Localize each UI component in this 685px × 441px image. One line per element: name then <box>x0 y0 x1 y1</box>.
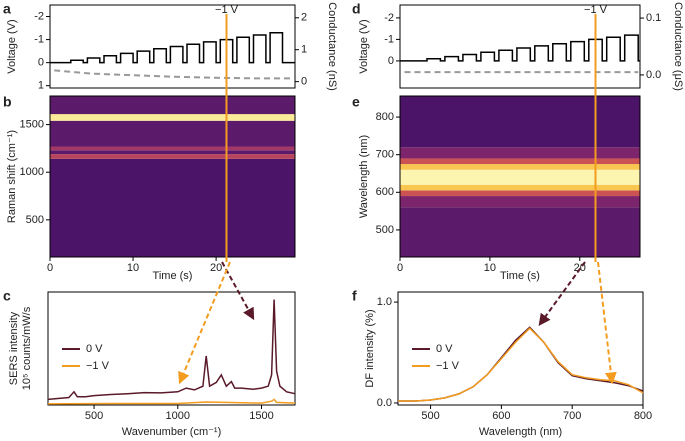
x-tick-label: 800 <box>634 410 652 422</box>
series-line <box>47 398 296 405</box>
heatmap-cell <box>50 154 295 159</box>
y-tick-label: 1000 <box>20 166 44 178</box>
series-line <box>50 31 295 64</box>
series-line <box>398 327 644 402</box>
y-tick-label: -2 <box>34 10 44 22</box>
series-line <box>400 34 640 62</box>
x-axis-label: Time (s) <box>153 270 193 282</box>
y-tick-label: -1 <box>34 33 44 45</box>
plot-frame <box>49 95 296 258</box>
heatmap-cell <box>400 169 640 185</box>
y-tick-label: 500 <box>376 224 394 236</box>
heatmap-cell <box>50 120 295 147</box>
panel: a -2 -1 0 1 0 1 2 Voltage (V) Conductance (nS) −1 … <box>3 1 338 92</box>
overlay <box>178 14 617 385</box>
panel-label: b <box>3 94 12 110</box>
plot-frame <box>397 291 644 406</box>
legend-label: 0 V <box>86 343 103 355</box>
y-axis-label: Raman shift (cm⁻¹) <box>6 130 18 223</box>
y2-tick-label: 0.1 <box>646 12 661 24</box>
plot-frame <box>399 4 641 89</box>
arrow <box>597 261 617 385</box>
x-axis-label: Wavelength (nm) <box>479 426 562 438</box>
x-tick-label: 1500 <box>249 410 273 422</box>
panel-label: c <box>3 288 11 304</box>
heatmap-cell <box>400 196 640 208</box>
panel: b 500 1000 1500 0 10 20 Raman shift (cm⁻¹) Time … <box>3 94 296 282</box>
y2-tick-label: 1 <box>301 44 307 56</box>
y-tick-label: 0 <box>388 55 394 67</box>
y-axis-label: DF intensity (%) <box>364 309 376 387</box>
heatmap-cell <box>50 114 295 121</box>
x-tick-label: 20 <box>210 262 222 274</box>
panel-label: f <box>352 288 357 304</box>
plot-frame <box>399 95 641 258</box>
y2-axis-label: Conductance (μS) <box>672 2 684 91</box>
y-tick-label: 500 <box>26 214 44 226</box>
y-axis-label: Wavelength (nm) <box>358 135 370 218</box>
heatmap-cell <box>50 96 295 115</box>
x-tick-label: 0 <box>397 262 403 274</box>
x-axis-label: Time (s) <box>500 270 540 282</box>
heatmap-cell <box>400 184 640 191</box>
y-axis-label: Voltage (V) <box>6 19 18 73</box>
arrow <box>178 261 231 385</box>
y-tick-label: 800 <box>376 111 394 123</box>
x-axis-label: Wavenumber (cm⁻¹) <box>122 426 222 438</box>
heatmap-cell <box>50 150 295 155</box>
x-tick-label: 10 <box>484 262 496 274</box>
y-tick-label: 1.0 <box>377 296 392 308</box>
x-tick-label: 500 <box>85 410 103 422</box>
y-tick-label: 600 <box>376 186 394 198</box>
panel: f 0.0 1.0 500 600 700 800 DF intensity (%) Wavel… <box>352 288 652 438</box>
y-tick-label: 700 <box>376 149 394 161</box>
heatmap-cell <box>400 190 640 197</box>
y-axis-label: 10⁵ counts/mW/s <box>21 306 33 390</box>
y-tick-label: -2 <box>384 12 394 24</box>
y2-tick-label: 2 <box>301 12 307 24</box>
annotation: −1 V <box>215 4 239 16</box>
heatmap-cell <box>400 147 640 159</box>
panel: c 500 1000 1500 SERS intensity 10⁵ counts/mW/… <box>3 288 296 438</box>
y-axis-label: Voltage (V) <box>358 19 370 73</box>
y-tick-label: 0 <box>38 57 44 69</box>
legend-label: −1 V <box>436 360 460 372</box>
heatmap-cell <box>400 158 640 165</box>
x-tick-label: 1000 <box>166 410 190 422</box>
panel: d -2 -1 0 0.0 0.1 Voltage (V) Conductance (μS) −… <box>352 1 684 91</box>
panel-label: d <box>352 1 361 17</box>
y2-tick-label: 0.0 <box>646 69 661 81</box>
x-tick-label: 700 <box>563 410 581 422</box>
y2-axis-label: Conductance (nS) <box>326 2 338 91</box>
plot-frame <box>49 4 296 89</box>
x-tick-label: 500 <box>421 410 439 422</box>
annotation: −1 V <box>584 4 608 16</box>
heatmap-cell <box>400 96 640 148</box>
arrow <box>538 261 586 326</box>
heatmap-cell <box>50 146 295 151</box>
y-axis-label: SERS intensity <box>8 311 20 385</box>
legend-label: 0 V <box>436 343 453 355</box>
x-tick-label: 0 <box>47 262 53 274</box>
legend-label: −1 V <box>86 360 110 372</box>
panel-label: a <box>3 1 11 17</box>
panel-label: e <box>352 94 360 110</box>
y2-tick-label: 0 <box>301 76 307 88</box>
heatmap-cell <box>50 158 295 257</box>
x-tick-label: 600 <box>492 410 510 422</box>
x-tick-label: 10 <box>127 262 139 274</box>
y-tick-label: -1 <box>384 33 394 45</box>
y-tick-label: 1500 <box>20 118 44 130</box>
plot-frame <box>47 291 296 406</box>
series-line <box>47 299 296 401</box>
y-tick-label: 0.0 <box>377 397 392 409</box>
heatmap-cell <box>400 164 640 170</box>
y-tick-label: 1 <box>38 80 44 92</box>
series-line <box>54 69 291 80</box>
heatmap-cell <box>400 207 640 257</box>
